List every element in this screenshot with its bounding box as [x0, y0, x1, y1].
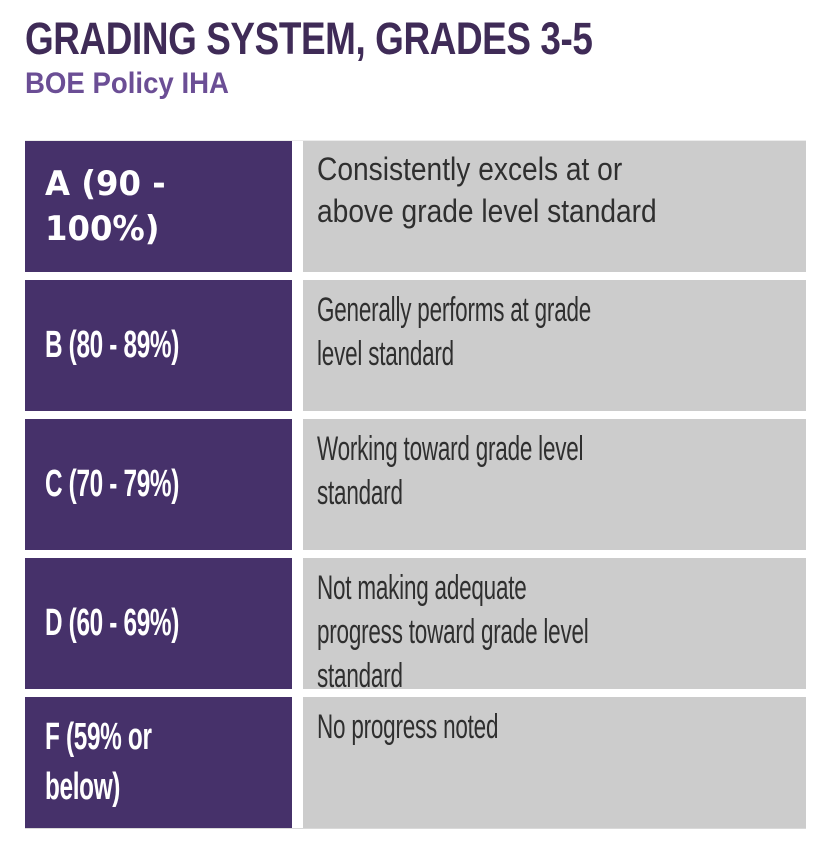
page-subtitle: BOE Policy IHA [25, 67, 717, 102]
table-row-grade-b: B (80 - 89%) Generally performs at grade… [25, 280, 806, 411]
page-header: GRADING SYSTEM, GRADES 3-5 BOE Policy IH… [25, 12, 717, 102]
grade-cell-a: A (90 - 100%) [25, 141, 292, 272]
table-row-grade-f: F (59% or below) No progress noted [25, 697, 806, 828]
grade-cell-c: C (70 - 79%) [25, 419, 292, 550]
description-text-b: Generally performs at grade level standa… [317, 291, 592, 374]
grade-label-d: D (60 - 69%) [45, 601, 180, 644]
description-cell-f: No progress noted [303, 697, 806, 828]
page-title: GRADING SYSTEM, GRADES 3-5 [25, 12, 717, 65]
description-cell-c: Working toward grade level standard [303, 419, 806, 550]
grade-label-a: A (90 - 100%) [45, 164, 166, 249]
description-cell-b: Generally performs at grade level standa… [303, 280, 806, 411]
grade-cell-f: F (59% or below) [25, 697, 292, 828]
description-text-d: Not making adequate progress toward grad… [317, 569, 589, 689]
grade-label-f: F (59% or below) [45, 716, 152, 808]
table-row-grade-d: D (60 - 69%) Not making adequate progres… [25, 558, 806, 689]
grade-cell-b: B (80 - 89%) [25, 280, 292, 411]
page-title-text: GRADING SYSTEM, GRADES 3-5 [25, 13, 593, 64]
description-text-c: Working toward grade level standard [317, 430, 584, 513]
description-cell-a: Consistently excels at or above grade le… [303, 141, 806, 272]
grade-label-c: C (70 - 79%) [45, 462, 180, 505]
table-row-grade-c: C (70 - 79%) Working toward grade level … [25, 419, 806, 550]
description-text-a: Consistently excels at or above grade le… [317, 151, 657, 229]
description-text-f: No progress noted [317, 708, 499, 746]
grade-label-b: B (80 - 89%) [45, 323, 180, 366]
table-row-grade-a: A (90 - 100%) Consistently excels at or … [25, 141, 806, 272]
grading-table: A (90 - 100%) Consistently excels at or … [25, 140, 806, 829]
description-cell-d: Not making adequate progress toward grad… [303, 558, 806, 689]
grade-cell-d: D (60 - 69%) [25, 558, 292, 689]
page-subtitle-text: BOE Policy IHA [25, 67, 229, 101]
